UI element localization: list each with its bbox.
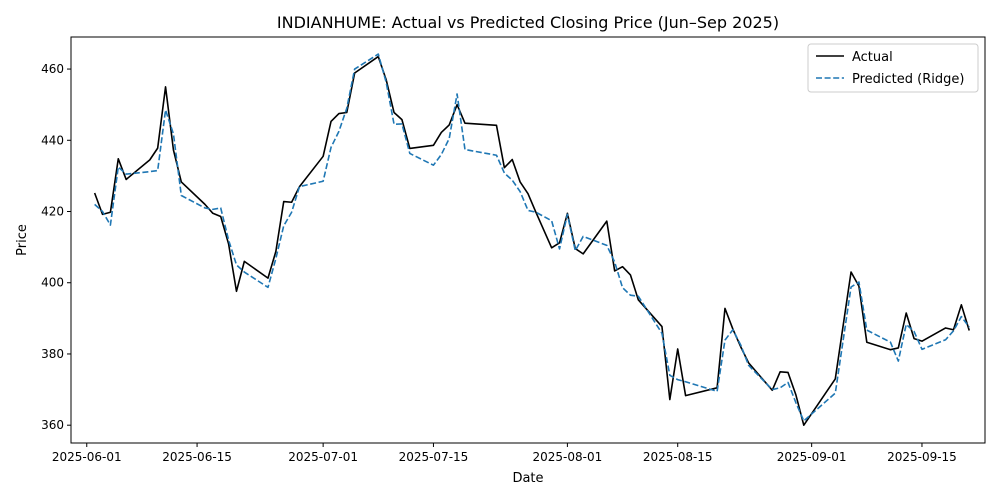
x-tick-label: 2025-09-15 xyxy=(887,450,957,464)
y-tick-label: 440 xyxy=(41,133,64,147)
y-tick-label: 360 xyxy=(41,418,64,432)
series-line-predicted-ridge xyxy=(94,53,970,422)
x-tick-label: 2025-07-15 xyxy=(399,450,469,464)
y-tick-label: 380 xyxy=(41,347,64,361)
plot-area-frame xyxy=(70,36,986,444)
y-axis-ticks: 360 380 400 420 440 460 xyxy=(41,62,71,432)
x-tick-label: 2025-07-01 xyxy=(288,450,358,464)
series-layer xyxy=(93,53,971,426)
legend-label: Actual xyxy=(852,50,893,65)
x-axis-ticks: 2025-06-01 2025-06-15 2025-07-01 2025-07-15… xyxy=(52,443,957,464)
y-tick-label: 420 xyxy=(41,205,64,219)
x-tick-label: 2025-06-15 xyxy=(162,450,232,464)
x-tick-label: 2025-06-01 xyxy=(52,450,122,464)
y-tick-label: 400 xyxy=(41,276,64,290)
x-tick-label: 2025-09-01 xyxy=(777,450,847,464)
y-axis-label: Price xyxy=(15,224,30,256)
legend-box xyxy=(807,43,979,93)
chart-title: INDIANHUME: Actual vs Predicted Closing … xyxy=(277,13,779,32)
series-line-actual xyxy=(93,55,971,426)
x-tick-label: 2025-08-15 xyxy=(643,450,713,464)
legend-label: Predicted (Ridge) xyxy=(852,72,964,87)
chart-legend: Actual Predicted (Ridge) xyxy=(807,43,979,93)
x-axis-label: Date xyxy=(512,471,543,486)
x-tick-label: 2025-08-01 xyxy=(533,450,603,464)
y-tick-label: 460 xyxy=(41,62,64,76)
